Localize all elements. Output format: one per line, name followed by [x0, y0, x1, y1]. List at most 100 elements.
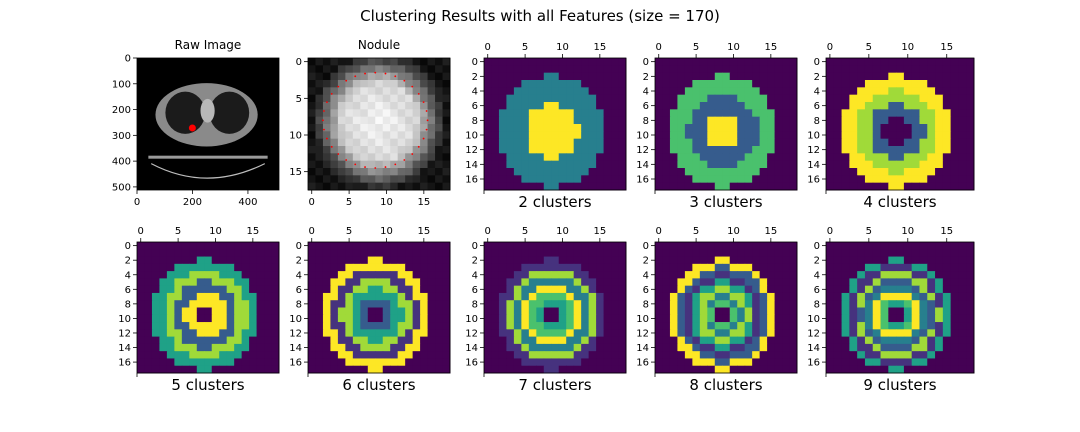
cluster-cell — [513, 249, 522, 258]
cluster-cell — [699, 314, 708, 323]
cluster-cell — [729, 182, 738, 191]
cluster-cell — [841, 109, 850, 118]
cluster-cell — [536, 271, 545, 279]
cluster-cell — [744, 365, 753, 374]
cluster-cell — [144, 292, 153, 301]
cluster-cell — [528, 336, 537, 345]
nodule-pixel — [330, 182, 339, 191]
cluster-cell — [226, 365, 235, 374]
cluster-cell — [174, 343, 183, 352]
contour-dot — [326, 137, 328, 140]
cluster-cell — [744, 72, 753, 81]
cluster-cell — [774, 182, 783, 191]
cluster-cell — [752, 322, 761, 330]
nodule-pixel — [330, 94, 339, 103]
cluster-cell — [911, 307, 920, 316]
x-tick-label: 5 — [522, 226, 528, 237]
cluster-cell — [211, 343, 220, 352]
cluster-cell — [714, 285, 723, 294]
cluster-cell — [159, 322, 168, 330]
cluster-cell — [588, 138, 597, 147]
cluster-cell — [919, 94, 928, 103]
cluster-cell — [655, 116, 663, 125]
nodule-pixel — [420, 102, 429, 110]
cluster-cell — [174, 292, 183, 301]
cluster-cell — [935, 358, 944, 367]
cluster-cell — [234, 358, 243, 367]
cluster-cell — [888, 329, 897, 338]
cluster-cell — [521, 256, 530, 265]
contour-dot — [364, 72, 366, 75]
cluster-cell — [872, 109, 882, 118]
cluster-cell — [958, 249, 967, 258]
cluster-cell — [966, 160, 975, 169]
cluster-cell — [880, 271, 889, 279]
cluster-cell — [536, 94, 545, 103]
cluster-cell — [880, 292, 889, 301]
cluster-cell — [137, 256, 145, 265]
cluster-cell — [767, 314, 776, 323]
cluster-cell — [573, 329, 582, 338]
cluster-cell — [573, 249, 582, 258]
cluster-cell — [360, 300, 369, 308]
nodule-pixel — [308, 72, 316, 81]
cluster-cell — [137, 300, 145, 308]
cluster-cell — [737, 138, 746, 147]
cluster-cell — [249, 343, 258, 352]
cluster-cell — [219, 307, 228, 316]
cluster-cell — [767, 182, 776, 191]
nodule-pixel — [352, 131, 361, 140]
cluster-cell — [729, 138, 738, 147]
cluster-cell — [707, 343, 716, 352]
cluster-cell — [684, 146, 693, 154]
cluster-cell — [729, 263, 738, 272]
cluster-cell — [521, 168, 530, 176]
cluster-cell — [345, 358, 354, 367]
cluster-cell — [513, 87, 522, 96]
cluster-cell — [833, 358, 843, 367]
cluster-cell — [375, 336, 384, 345]
cluster-cell — [896, 263, 905, 272]
cluster-cell — [935, 175, 944, 184]
cluster-cell — [412, 249, 421, 258]
cluster-cell — [692, 102, 701, 110]
cluster-cell — [774, 124, 783, 132]
cluster-cell — [308, 271, 316, 279]
cluster-cell — [669, 131, 678, 140]
cluster-cell — [506, 182, 515, 191]
cluster-cell — [767, 87, 776, 96]
cluster-cell — [759, 263, 768, 272]
cluster-cell — [841, 329, 850, 338]
cluster-cell — [888, 146, 897, 154]
cluster-cell — [596, 72, 605, 81]
cluster-cell — [903, 292, 913, 301]
cluster-cell — [684, 292, 693, 301]
x-tick-label: 400 — [238, 197, 257, 208]
cluster-cell — [911, 242, 920, 250]
cluster-cell — [226, 278, 235, 287]
cluster-cell — [543, 292, 552, 301]
cluster-cell — [752, 175, 761, 184]
cluster-cell — [911, 271, 920, 279]
cluster-cell — [506, 242, 515, 250]
nodule-pixel — [330, 65, 339, 74]
cluster-cell — [611, 365, 620, 374]
cluster-cell — [699, 292, 708, 301]
nodule-pixel — [405, 131, 414, 140]
nodule-pixel — [390, 72, 399, 81]
cluster-cell — [849, 72, 858, 81]
cluster-cell — [618, 124, 627, 132]
cluster-cell — [722, 343, 731, 352]
cluster-cell — [241, 365, 250, 374]
nodule-pixel — [435, 72, 444, 81]
contour-dot — [411, 85, 414, 88]
cluster-cell — [219, 271, 228, 279]
cluster-cell — [927, 365, 936, 374]
cluster-cell — [880, 358, 889, 367]
cluster-cell — [211, 249, 220, 258]
cluster-cell — [588, 58, 597, 66]
cluster-cell — [942, 300, 952, 308]
cluster-cell — [927, 109, 936, 118]
cluster-cell — [849, 343, 858, 352]
cluster-cell — [204, 322, 213, 330]
